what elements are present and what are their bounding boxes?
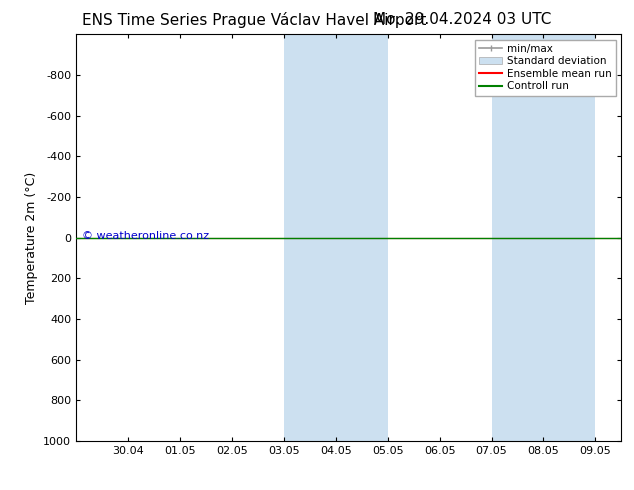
Text: ENS Time Series Prague Václav Havel Airport: ENS Time Series Prague Václav Havel Airp…	[82, 12, 427, 28]
Bar	[543, 34, 595, 441]
Bar	[336, 34, 387, 441]
Text: Mo. 29.04.2024 03 UTC: Mo. 29.04.2024 03 UTC	[373, 12, 552, 27]
Bar	[284, 34, 336, 441]
Text: © weatheronline.co.nz: © weatheronline.co.nz	[82, 231, 209, 241]
Y-axis label: Temperature 2m (°C): Temperature 2m (°C)	[25, 172, 37, 304]
Bar	[491, 34, 543, 441]
Legend: min/max, Standard deviation, Ensemble mean run, Controll run: min/max, Standard deviation, Ensemble me…	[475, 40, 616, 96]
